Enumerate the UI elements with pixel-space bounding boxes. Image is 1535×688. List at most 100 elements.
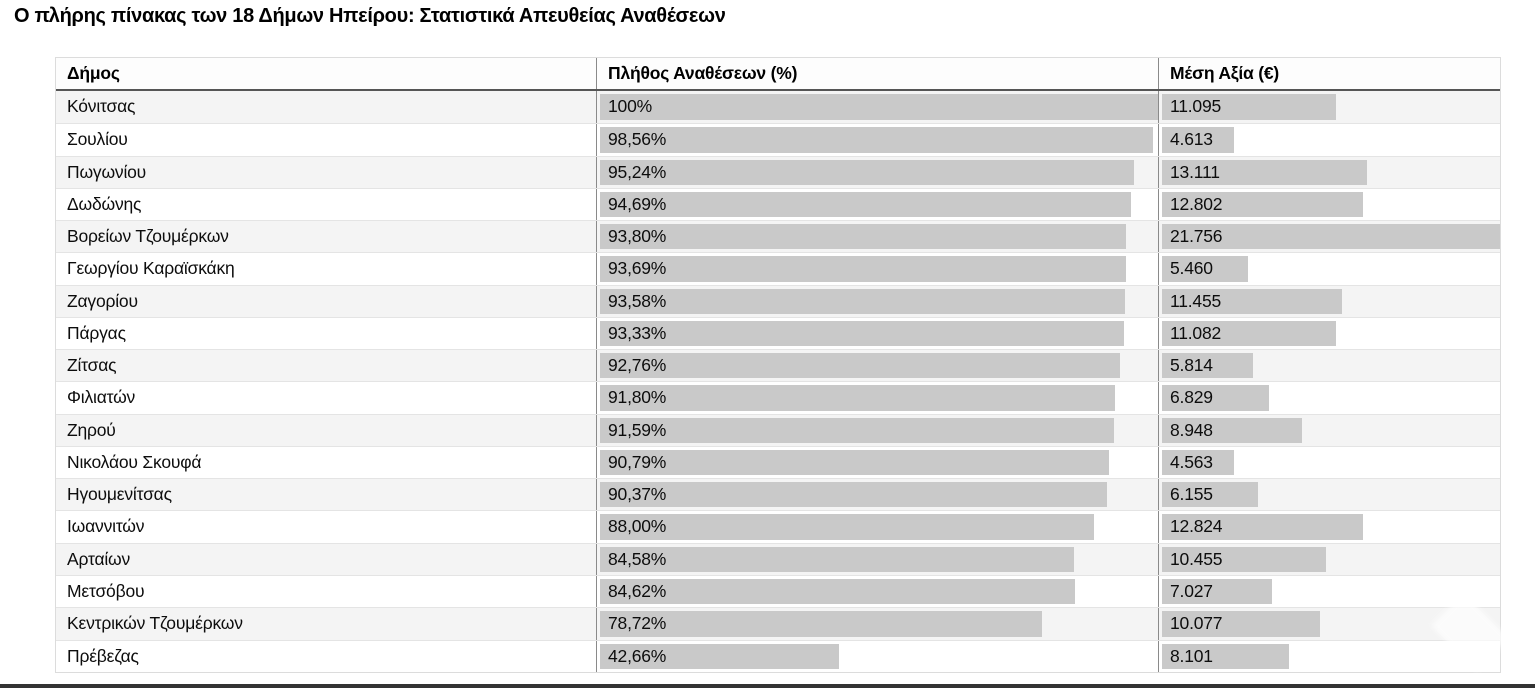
pct-label: 42,66%	[608, 645, 667, 666]
assignments-pct-cell: 92,76%	[596, 350, 1158, 382]
table-body: Κόνιτσας 100% 11.095 Σουλίου 98,56% 4.613 Πωγω…	[56, 91, 1500, 672]
table-row: Δωδώνης 94,69% 12.802	[56, 187, 1500, 221]
value-bar	[1162, 482, 1259, 508]
average-value-cell: 13.111	[1158, 156, 1500, 188]
value-label: 21.756	[1170, 226, 1223, 247]
pct-label: 95,24%	[608, 161, 667, 182]
value-label: 8.101	[1170, 645, 1213, 666]
value-label: 5.814	[1170, 355, 1213, 376]
column-header-assignments-pct: Πλήθος Αναθέσεων (%)	[596, 58, 1158, 89]
municipality-label: Πωγωνίου	[67, 161, 147, 182]
table-row: Πωγωνίου 95,24% 13.111	[56, 155, 1500, 188]
value-bar	[1162, 546, 1326, 572]
value-bar	[1162, 224, 1500, 250]
pct-bar	[600, 514, 1094, 540]
municipality-label: Ζαγορίου	[67, 290, 138, 311]
pct-label: 93,58%	[608, 290, 667, 311]
table-row: Μετσόβου 84,62% 7.027	[56, 574, 1500, 608]
value-bar	[1162, 320, 1336, 347]
pct-label: 93,80%	[608, 226, 667, 247]
value-label: 6.829	[1170, 387, 1213, 408]
value-bar	[1162, 643, 1289, 669]
municipality-cell: Φιλιατών	[56, 382, 596, 413]
table-row: Κεντρικών Τζουμέρκων 78,72% 10.077	[56, 607, 1500, 640]
pct-bar	[600, 353, 1121, 379]
value-bar	[1162, 449, 1234, 476]
assignments-pct-cell: 93,80%	[596, 221, 1158, 253]
municipality-label: Κόνιτσας	[67, 96, 136, 116]
value-bar	[1162, 94, 1336, 121]
municipality-label: Πρέβεζας	[67, 645, 139, 666]
value-bar	[1162, 353, 1254, 379]
pct-label: 90,37%	[608, 484, 667, 505]
municipality-label: Ζίτσας	[67, 355, 117, 376]
pct-bar	[600, 191, 1132, 218]
table-row: Νικολάου Σκουφά 90,79% 4.563	[56, 445, 1500, 479]
assignments-pct-cell: 98,56%	[596, 124, 1158, 156]
value-bar	[1162, 191, 1363, 218]
assignments-pct-cell: 42,66%	[596, 640, 1158, 672]
table-row: Πρέβεζας 42,66% 8.101	[56, 639, 1500, 672]
average-value-cell: 12.824	[1158, 511, 1500, 543]
pct-bar	[600, 127, 1153, 153]
average-value-cell: 5.814	[1158, 350, 1500, 382]
value-bar	[1162, 159, 1368, 185]
assignments-pct-cell: 90,79%	[596, 446, 1158, 479]
municipality-label: Αρταίων	[67, 548, 131, 569]
municipality-label: Ιωαννιτών	[67, 516, 145, 537]
value-label: 11.455	[1170, 290, 1222, 311]
pct-bar	[600, 385, 1115, 411]
pct-bar	[600, 449, 1110, 476]
value-label: 12.824	[1170, 516, 1223, 537]
municipality-cell: Πωγωνίου	[56, 157, 596, 188]
value-label: 10.455	[1170, 548, 1223, 569]
municipality-cell: Νικολάου Σκουφά	[56, 447, 596, 478]
value-bar	[1162, 288, 1342, 314]
table-row: Αρταίων 84,58% 10.455	[56, 542, 1500, 575]
pct-label: 93,33%	[608, 322, 667, 343]
value-label: 8.948	[1170, 419, 1213, 440]
assignments-pct-cell: 84,58%	[596, 543, 1158, 575]
value-label: 12.802	[1170, 193, 1223, 214]
municipality-cell: Ζαγορίου	[56, 286, 596, 317]
column-header-average-value: Μέση Αξία (€)	[1158, 58, 1500, 89]
value-bar	[1162, 417, 1303, 443]
pct-bar	[600, 546, 1075, 572]
bottom-divider	[0, 684, 1535, 688]
municipality-cell: Πρέβεζας	[56, 641, 596, 672]
pct-bar	[600, 159, 1135, 185]
municipality-label: Γεωργίου Καραϊσκάκη	[67, 258, 235, 279]
pct-bar	[600, 288, 1125, 314]
value-label: 11.095	[1170, 96, 1222, 116]
pct-bar	[600, 320, 1124, 347]
average-value-cell: 8.101	[1158, 640, 1500, 672]
value-bar	[1162, 385, 1270, 411]
value-label: 6.155	[1170, 484, 1213, 505]
table-row: Ζίτσας 92,76% 5.814	[56, 349, 1500, 382]
stats-table: Δήμος Πλήθος Αναθέσεων (%) Μέση Αξία (€)…	[55, 57, 1501, 673]
pct-label: 91,59%	[608, 419, 667, 440]
average-value-cell: 5.460	[1158, 253, 1500, 285]
pct-bar	[600, 578, 1075, 605]
table-row: Ιωαννιτών 88,00% 12.824	[56, 510, 1500, 543]
table-row: Πάργας 93,33% 11.082	[56, 316, 1500, 350]
value-bar	[1162, 127, 1235, 153]
municipality-label: Φιλιατών	[67, 387, 136, 408]
average-value-cell: 7.027	[1158, 575, 1500, 608]
table-row: Ζαγορίου 93,58% 11.455	[56, 284, 1500, 317]
table-row: Σουλίου 98,56% 4.613	[56, 123, 1500, 156]
table-row: Ηγουμενίτσας 90,37% 6.155	[56, 478, 1500, 511]
average-value-cell: 21.756	[1158, 221, 1500, 253]
value-label: 7.027	[1170, 580, 1213, 601]
page-title: Ο πλήρης πίνακας των 18 Δήμων Ηπείρου: Σ…	[14, 5, 726, 27]
table-row: Βορείων Τζουμέρκων 93,80% 21.756	[56, 220, 1500, 253]
table-row: Γεωργίου Καραϊσκάκη 93,69% 5.460	[56, 252, 1500, 285]
pct-label: 98,56%	[608, 129, 667, 150]
pct-label: 100%	[608, 96, 652, 116]
assignments-pct-cell: 95,24%	[596, 156, 1158, 188]
pct-label: 78,72%	[608, 613, 667, 634]
pct-bar	[600, 482, 1107, 508]
average-value-cell: 8.948	[1158, 414, 1500, 446]
table-row: Κόνιτσας 100% 11.095	[56, 91, 1500, 124]
